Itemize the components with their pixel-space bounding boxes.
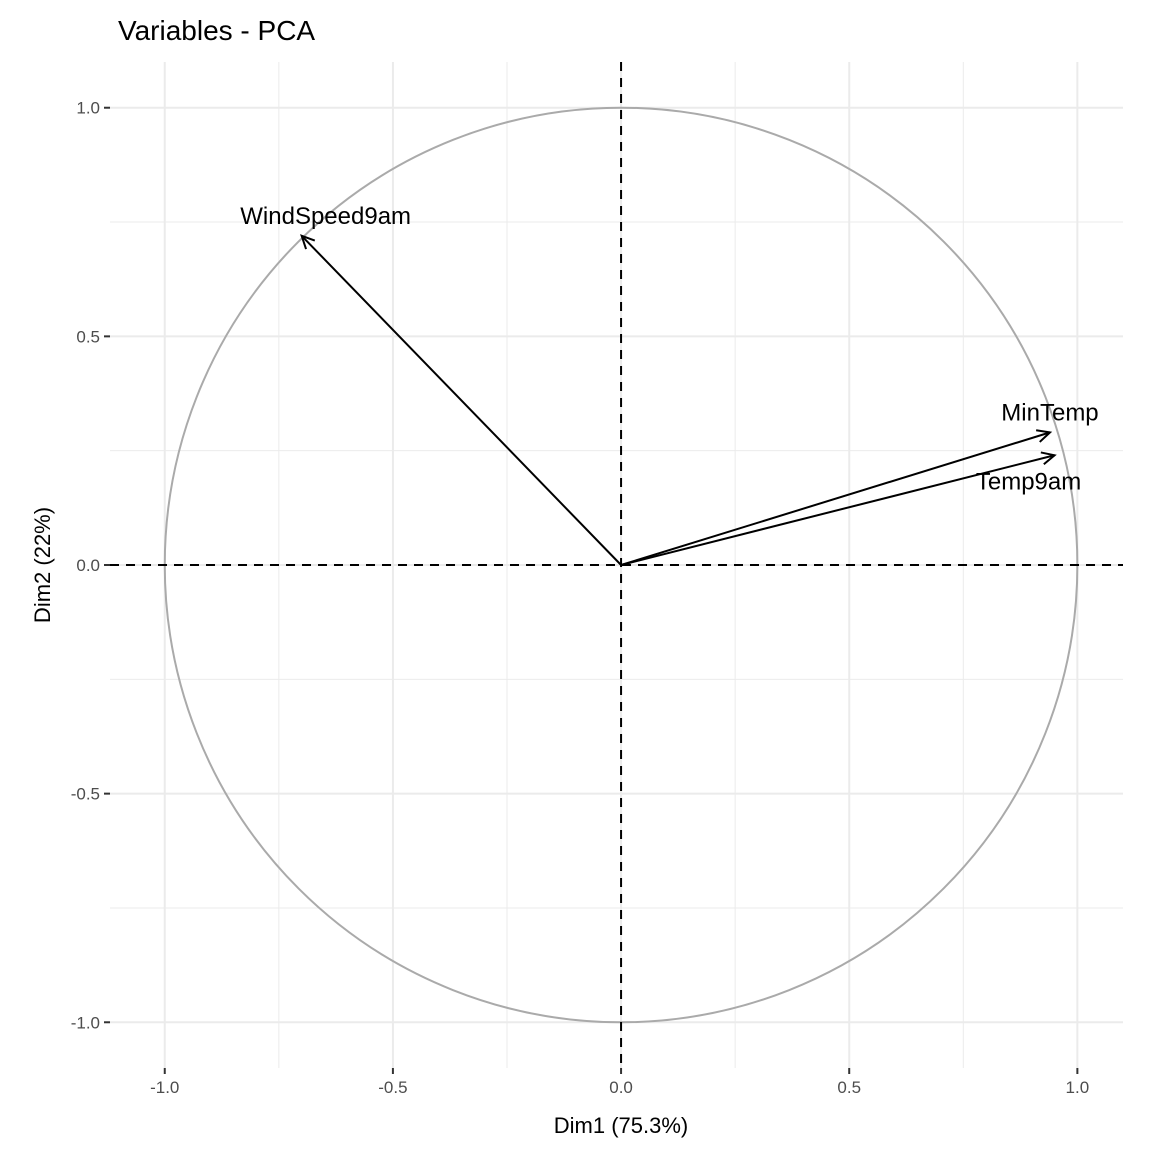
- x-tick-label: 0.5: [837, 1078, 861, 1097]
- variable-label: Temp9am: [976, 468, 1081, 495]
- y-tick-label: 0.5: [76, 327, 100, 346]
- y-tick-label: 1.0: [76, 99, 100, 118]
- variable-label: MinTemp: [1001, 399, 1098, 426]
- arrowhead-WindSpeed9am: [300, 234, 316, 250]
- x-tick-label: -1.0: [150, 1078, 179, 1097]
- y-tick-label: -0.5: [71, 785, 100, 804]
- x-axis-title: Dim1 (75.3%): [554, 1113, 688, 1138]
- arrow-Temp9am: [620, 454, 1055, 566]
- arrow-WindSpeed9am: [300, 235, 622, 566]
- y-tick-label: -1.0: [71, 1013, 100, 1032]
- y-axis-title: Dim2 (22%): [30, 507, 55, 623]
- variable-arrows: WindSpeed9am MinTemp Temp9am: [240, 203, 1099, 566]
- axes: -1.0 -0.5 0.0 0.5 1.0 -1.0 -0.5 0.0 0.5 1.0: [71, 99, 1089, 1097]
- arrowhead-Temp9am: [1040, 451, 1057, 466]
- variable-label: WindSpeed9am: [240, 203, 411, 230]
- x-tick-label: -0.5: [378, 1078, 407, 1097]
- x-tick-label: 1.0: [1066, 1078, 1090, 1097]
- arrow-MinTemp: [620, 431, 1051, 566]
- chart-title: Variables - PCA: [118, 15, 315, 46]
- y-tick-label: 0.0: [76, 556, 100, 575]
- x-tick-label: 0.0: [609, 1078, 633, 1097]
- arrowhead-MinTemp: [1035, 429, 1053, 443]
